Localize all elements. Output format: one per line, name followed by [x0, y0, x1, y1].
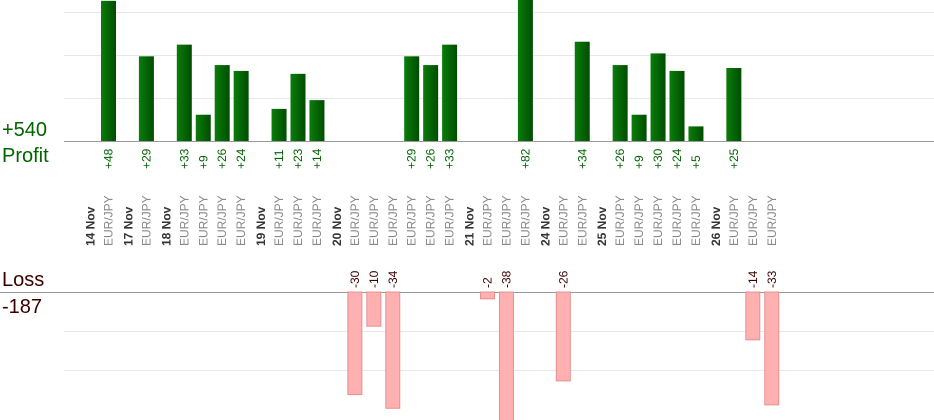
- profit-bar: [309, 100, 325, 141]
- pair-label: EUR/JPY: [234, 195, 248, 246]
- pair-label: EUR/JPY: [177, 195, 191, 246]
- day-label: 19 Nov: [254, 206, 268, 246]
- profit-value-label: +82: [518, 148, 532, 169]
- loss-value-label: -38: [499, 270, 513, 288]
- pair-label: EUR/JPY: [348, 195, 362, 246]
- profit-bar: [631, 114, 647, 141]
- profit-value-label: +26: [424, 148, 438, 169]
- loss-value-label: -30: [348, 270, 362, 288]
- profit-bar: [195, 114, 211, 141]
- profit-total: +540: [2, 119, 48, 141]
- loss-total: -187: [2, 296, 43, 318]
- day-label: 24 Nov: [538, 206, 552, 246]
- loss-bar: [385, 291, 401, 409]
- profit-label: Profit: [2, 145, 49, 167]
- profit-bar: [574, 41, 590, 141]
- profit-bar: [423, 65, 439, 141]
- profit-bar: [271, 108, 287, 141]
- profit-bar: [442, 44, 458, 141]
- pair-label: EUR/JPY: [670, 195, 684, 246]
- profit-value-label: +26: [215, 148, 229, 169]
- profit-bar: [214, 65, 230, 141]
- loss-bar: [555, 291, 571, 382]
- pair-label: EUR/JPY: [481, 195, 495, 246]
- loss-value-label: -26: [556, 270, 570, 288]
- profit-value-label: +26: [613, 148, 627, 169]
- loss-bar: [498, 291, 514, 420]
- day-label: 18 Nov: [159, 206, 173, 246]
- profit-value-label: +34: [575, 148, 589, 169]
- pair-label: EUR/JPY: [272, 195, 286, 246]
- profit-value-label: +11: [272, 149, 286, 169]
- profit-bar: [688, 126, 704, 141]
- loss-bar: [366, 291, 382, 327]
- loss-bar: [764, 291, 780, 406]
- profit-bar: [726, 68, 742, 141]
- pair-label: EUR/JPY: [139, 195, 153, 246]
- profit-value-label: +48: [102, 148, 116, 169]
- pair-label: EUR/JPY: [291, 195, 305, 246]
- pair-label: EUR/JPY: [746, 195, 760, 246]
- profit-bar: [669, 70, 685, 141]
- profit-value-label: +14: [310, 148, 324, 169]
- profit-bar: [138, 56, 154, 141]
- day-label: 20 Nov: [330, 206, 344, 246]
- loss-value-label: -34: [386, 270, 400, 288]
- profit-bar: [176, 44, 192, 141]
- loss-bar: [745, 291, 761, 341]
- pair-label: EUR/JPY: [499, 195, 513, 246]
- profit-value-label: +9: [632, 155, 646, 169]
- pair-label: EUR/JPY: [310, 195, 324, 246]
- loss-value-label: -14: [746, 270, 760, 288]
- pair-label: EUR/JPY: [518, 195, 532, 246]
- pair-label: EUR/JPY: [556, 195, 570, 246]
- pair-label: EUR/JPY: [613, 195, 627, 246]
- profit-value-label: +33: [177, 148, 191, 169]
- profit-value-label: +25: [727, 148, 741, 169]
- pair-label: EUR/JPY: [102, 195, 116, 246]
- loss-value-label: -2: [481, 277, 495, 288]
- pair-label: EUR/JPY: [727, 195, 741, 246]
- day-label: 25 Nov: [595, 206, 609, 246]
- profit-value-label: +30: [651, 148, 665, 169]
- profit-bar: [101, 0, 116, 142]
- loss-bar: [347, 291, 363, 396]
- profit-value-label: +23: [291, 148, 305, 169]
- profit-value-label: +24: [670, 148, 684, 169]
- profit-bar: [404, 56, 420, 141]
- profit-bar: [233, 70, 249, 141]
- profit-value-label: +5: [689, 155, 703, 169]
- loss-value-label: -10: [367, 270, 381, 288]
- profit-value-label: +33: [443, 148, 457, 169]
- profit-bar: [517, 0, 533, 141]
- day-label: 14 Nov: [84, 206, 98, 246]
- pair-label: EUR/JPY: [424, 195, 438, 246]
- profit-value-label: +29: [405, 148, 419, 169]
- profit-value-label: +29: [139, 148, 153, 169]
- pair-label: EUR/JPY: [443, 195, 457, 246]
- day-label: 21 Nov: [463, 206, 477, 246]
- loss-bar: [480, 291, 495, 300]
- profit-bar: [650, 53, 666, 141]
- profit-value-label: +9: [196, 155, 210, 169]
- pair-label: EUR/JPY: [765, 195, 779, 246]
- pair-label: EUR/JPY: [386, 195, 400, 246]
- profit-bar: [612, 65, 628, 141]
- day-label: 17 Nov: [121, 206, 135, 246]
- loss-label: Loss: [2, 269, 45, 291]
- profit-bar: [290, 73, 306, 141]
- pair-label: EUR/JPY: [367, 195, 381, 246]
- pair-label: EUR/JPY: [196, 195, 210, 246]
- pair-label: EUR/JPY: [651, 195, 665, 246]
- pair-label: EUR/JPY: [215, 195, 229, 246]
- pair-label: EUR/JPY: [689, 195, 703, 246]
- profit-value-label: +24: [234, 148, 248, 169]
- pair-label: EUR/JPY: [405, 195, 419, 246]
- pair-label: EUR/JPY: [575, 195, 589, 246]
- day-label: 26 Nov: [709, 206, 723, 246]
- loss-value-label: -33: [765, 270, 779, 288]
- pair-label: EUR/JPY: [632, 195, 646, 246]
